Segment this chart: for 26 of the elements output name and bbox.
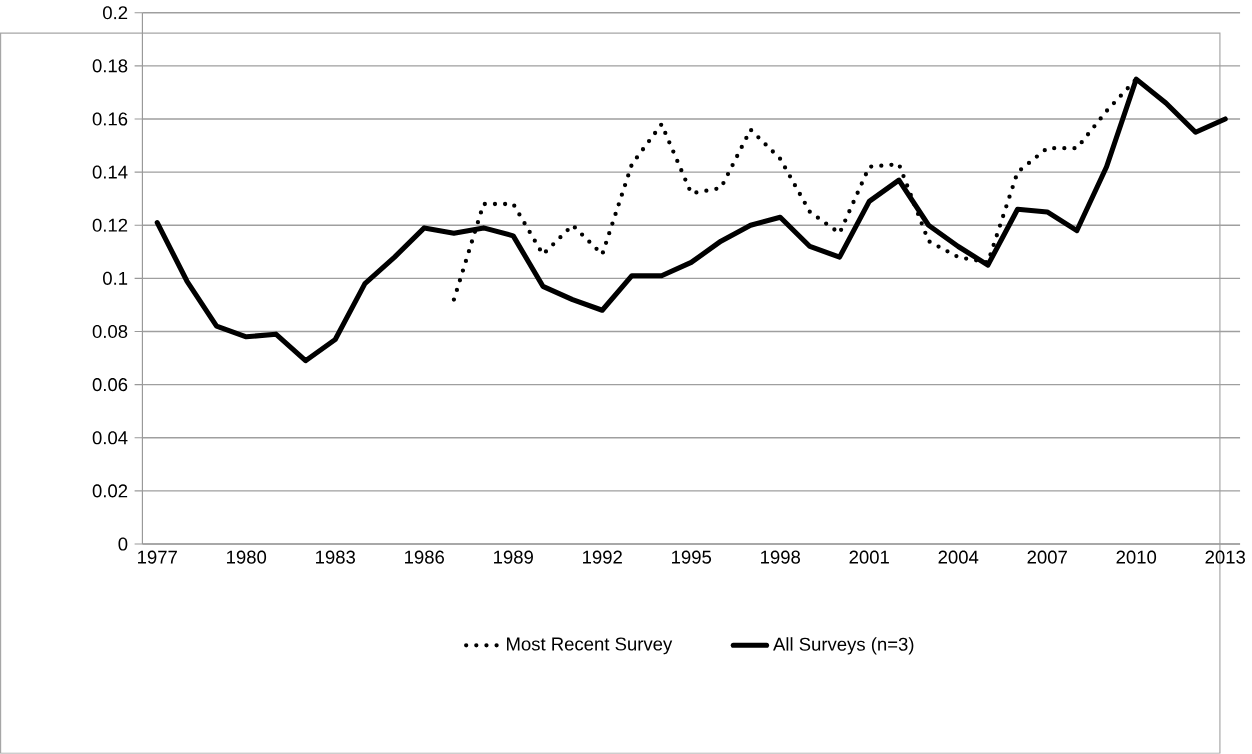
x-tick-label: 1992 — [583, 550, 622, 564]
x-tick-label: 2001 — [849, 550, 889, 564]
x-tick-label: 2004 — [938, 550, 979, 564]
x-tick-label: 1977 — [138, 550, 177, 564]
y-tick-label: 0.12 — [92, 218, 128, 232]
y-tick-label: 0.06 — [92, 378, 128, 392]
legend-label: All Surveys (n=3) — [773, 637, 914, 655]
x-tick-label: 1986 — [405, 550, 445, 564]
x-tick-label: 1980 — [227, 550, 267, 564]
x-tick-label: 1983 — [316, 550, 356, 564]
x-tick-label: 2007 — [1027, 550, 1067, 564]
x-tick-label: 1995 — [672, 550, 712, 564]
y-tick-label: 0.14 — [92, 165, 128, 179]
legend-label: Most Recent Survey — [507, 637, 673, 655]
x-tick-label: 1998 — [761, 550, 801, 564]
y-tick-label: 0.1 — [103, 271, 128, 285]
x-tick-label: 2010 — [1116, 550, 1157, 564]
x-tick-label: 2013 — [1205, 550, 1246, 564]
x-tick-label: 1989 — [494, 550, 533, 564]
y-tick-label: 0.2 — [103, 6, 128, 20]
y-tick-label: 0.18 — [92, 59, 128, 73]
y-tick-label: 0.08 — [92, 325, 128, 339]
y-tick-label: 0.04 — [92, 431, 128, 445]
y-tick-label: 0.16 — [92, 112, 128, 126]
y-tick-label: 0 — [118, 537, 128, 551]
y-tick-label: 0.02 — [92, 484, 128, 498]
